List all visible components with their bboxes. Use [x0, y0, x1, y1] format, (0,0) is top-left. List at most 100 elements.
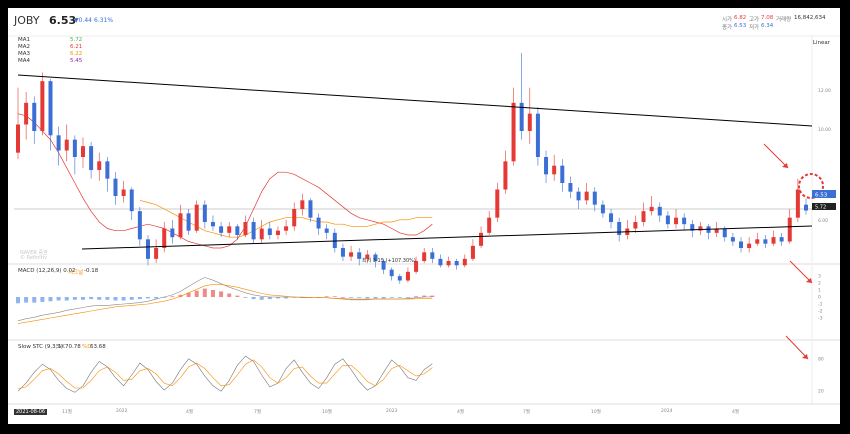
candle-body [527, 113, 532, 131]
candle-body [129, 189, 134, 212]
candle-body [365, 254, 370, 259]
candle-body [511, 102, 516, 162]
high-label: 고가 [749, 17, 760, 23]
macd-histogram-bar [24, 297, 29, 303]
candle-body [422, 252, 427, 261]
candle-body [714, 228, 719, 233]
macd-histogram-bar [275, 297, 280, 299]
candle-body [308, 200, 313, 218]
ma1-label: MA1 [18, 37, 31, 43]
macd-histogram-bar [340, 297, 345, 298]
macd-histogram-bar [365, 297, 370, 299]
candle-body [105, 161, 110, 179]
macd-histogram-bar [284, 297, 289, 299]
candle-body [243, 222, 248, 235]
macd-axis-label: -3 [818, 316, 823, 322]
x-axis-label: 2024 [661, 409, 673, 414]
candle-body [89, 146, 94, 170]
arrow-annotation-stoch [785, 335, 809, 360]
macd-histogram-bar [349, 297, 354, 298]
stoch-axis-label: 20 [818, 389, 824, 395]
macd-histogram-bar [300, 297, 305, 298]
macd-histogram-bar [178, 294, 183, 297]
arrowhead [802, 354, 808, 359]
candle-body [162, 228, 167, 248]
candle-body [674, 217, 679, 225]
candle-body [690, 224, 695, 231]
x-axis-label: 7월 [254, 410, 262, 415]
candle-body [438, 258, 443, 266]
candle-body [771, 237, 776, 244]
macd-histogram-bar [259, 297, 264, 300]
candle-body [121, 189, 126, 196]
candle-body [186, 213, 191, 231]
arrow-annotation-macd [789, 260, 813, 284]
macd-axis-label: -1 [818, 302, 823, 308]
candle-body [722, 228, 727, 238]
macd-histogram-bar [129, 297, 134, 300]
macd-histogram-bar [397, 297, 402, 298]
lower-trendline[interactable] [81, 225, 813, 250]
x-axis-label: 2022 [116, 409, 128, 414]
macd-histogram-bar [422, 295, 427, 297]
candle-body [470, 245, 475, 259]
candle-body [609, 213, 614, 222]
macd-line [17, 277, 433, 322]
stoch-k-label: %K [56, 344, 65, 350]
scale-mode-toggle[interactable]: Linear [812, 40, 830, 46]
ma2-value: 6.21 [70, 44, 83, 50]
candle-body [210, 222, 215, 227]
stoch-k-value: 70.78 [65, 344, 81, 350]
macd-axis-label: 2 [818, 281, 821, 287]
candle-body [56, 135, 61, 151]
candle-body [373, 254, 378, 261]
candle-body [641, 211, 646, 222]
candle-body [535, 113, 540, 157]
arrowhead [806, 278, 812, 283]
macd-histogram-bar [332, 296, 337, 298]
candle-body [316, 217, 321, 229]
macd-histogram-bar [145, 297, 150, 299]
candle-body [97, 161, 102, 170]
candle-body [804, 204, 808, 211]
candle-body [300, 200, 305, 209]
candle-body [381, 261, 386, 270]
candle-body [576, 191, 581, 201]
macd-histogram-bar [267, 297, 272, 300]
macd-histogram-bar [89, 297, 94, 300]
candle-body [739, 241, 744, 248]
macd-histogram-bar [414, 296, 419, 298]
candle-body [219, 226, 224, 233]
candle-body [251, 222, 256, 240]
candle-body [730, 237, 735, 242]
candle-body [16, 124, 20, 153]
stochastic-panel: 80 20 [17, 355, 824, 395]
candle-body [592, 191, 597, 205]
macd-histogram-bar [316, 297, 321, 298]
current-price: 6.53 [49, 14, 77, 27]
candle-body [544, 157, 549, 175]
macd-histogram-bar [357, 297, 362, 298]
macd-histogram-bar [72, 297, 77, 300]
stoch-d-value: 63.68 [90, 344, 106, 350]
macd-histogram-bar [202, 288, 207, 297]
x-axis-label: 2023 [386, 409, 398, 414]
price-axis-label: 10.00 [818, 127, 831, 133]
macd-histogram-bar [381, 297, 386, 299]
candle-body [665, 215, 670, 225]
stoch-title: Slow STC (9,3,3) [18, 344, 64, 350]
candle-body [430, 252, 435, 259]
macd-axis-label: -2 [818, 309, 823, 315]
candle-body [332, 232, 337, 248]
candle-body [552, 165, 557, 175]
candle-body [584, 191, 589, 201]
high-value: 7.08 [761, 15, 774, 21]
macd-axis-label: 3 [818, 274, 821, 280]
x-axis-label: 4월 [732, 410, 740, 415]
upper-trendline[interactable] [17, 74, 813, 127]
candle-body [72, 139, 77, 157]
x-axis-label: 10월 [591, 410, 601, 415]
x-axis-label: 11월 [62, 410, 72, 415]
candle-body [795, 189, 800, 218]
